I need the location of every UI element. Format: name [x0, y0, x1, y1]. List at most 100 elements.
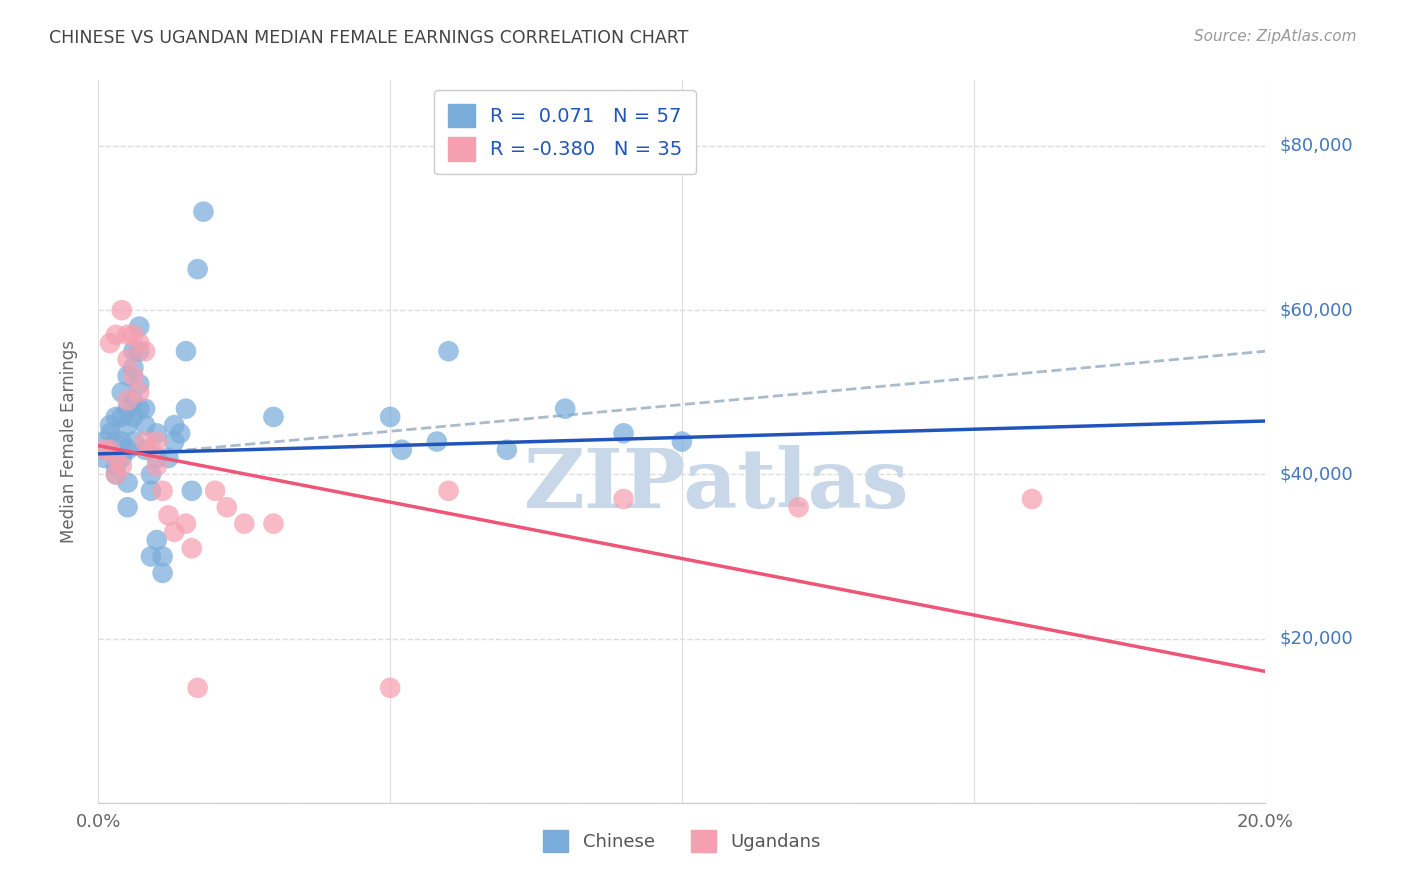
Point — [128, 401, 150, 416]
Point — [128, 377, 150, 392]
Point — [193, 204, 215, 219]
Point — [174, 344, 197, 359]
Point — [554, 401, 576, 416]
Point — [1021, 491, 1043, 506]
Point — [215, 500, 238, 515]
Text: Source: ZipAtlas.com: Source: ZipAtlas.com — [1194, 29, 1357, 45]
Point — [111, 409, 134, 424]
Point — [122, 393, 145, 408]
Point — [134, 434, 156, 449]
Point — [104, 434, 127, 449]
Point — [671, 434, 693, 449]
Point — [204, 483, 226, 498]
Point — [174, 401, 197, 416]
Point — [98, 442, 121, 457]
Point — [122, 344, 145, 359]
Point — [98, 426, 121, 441]
Point — [104, 459, 127, 474]
Point — [174, 516, 197, 531]
Point — [437, 344, 460, 359]
Point — [139, 467, 162, 482]
Point — [134, 442, 156, 457]
Point — [134, 401, 156, 416]
Point — [152, 483, 174, 498]
Point — [612, 491, 634, 506]
Point — [146, 533, 169, 547]
Point — [111, 434, 134, 449]
Text: $20,000: $20,000 — [1279, 630, 1353, 648]
Point — [163, 434, 186, 449]
Point — [146, 450, 169, 465]
Point — [437, 483, 460, 498]
Point — [233, 516, 256, 531]
Text: $60,000: $60,000 — [1279, 301, 1353, 319]
Point — [157, 508, 180, 523]
Point — [93, 450, 115, 465]
Point — [139, 549, 162, 564]
Text: ZIPatlas: ZIPatlas — [524, 445, 910, 524]
Text: CHINESE VS UGANDAN MEDIAN FEMALE EARNINGS CORRELATION CHART: CHINESE VS UGANDAN MEDIAN FEMALE EARNING… — [49, 29, 689, 47]
Point — [146, 459, 169, 474]
Point — [180, 541, 202, 556]
Point — [426, 434, 449, 449]
Point — [157, 450, 180, 465]
Point — [787, 500, 810, 515]
Point — [104, 450, 127, 465]
Point — [380, 409, 402, 424]
Point — [122, 360, 145, 375]
Point — [139, 442, 162, 457]
Point — [111, 450, 134, 465]
Point — [169, 426, 191, 441]
Point — [187, 681, 209, 695]
Point — [93, 434, 115, 449]
Point — [98, 336, 121, 351]
Point — [612, 426, 634, 441]
Point — [163, 418, 186, 433]
Point — [180, 483, 202, 498]
Point — [128, 336, 150, 351]
Point — [111, 303, 134, 318]
Point — [146, 434, 169, 449]
Point — [117, 352, 139, 367]
Point — [117, 500, 139, 515]
Point — [122, 327, 145, 342]
Y-axis label: Median Female Earnings: Median Female Earnings — [59, 340, 77, 543]
Point — [122, 434, 145, 449]
Point — [111, 385, 134, 400]
Point — [134, 418, 156, 433]
Point — [122, 409, 145, 424]
Point — [139, 483, 162, 498]
Point — [111, 459, 134, 474]
Point — [104, 467, 127, 482]
Point — [117, 327, 139, 342]
Point — [117, 401, 139, 416]
Text: $80,000: $80,000 — [1279, 137, 1353, 155]
Point — [93, 442, 115, 457]
Point — [152, 566, 174, 580]
Point — [122, 368, 145, 383]
Legend: Chinese, Ugandans: Chinese, Ugandans — [536, 822, 828, 859]
Point — [163, 524, 186, 539]
Point — [391, 442, 413, 457]
Text: $40,000: $40,000 — [1279, 466, 1353, 483]
Point — [117, 442, 139, 457]
Point — [117, 368, 139, 383]
Point — [104, 409, 127, 424]
Point — [117, 393, 139, 408]
Point — [262, 409, 284, 424]
Point — [98, 418, 121, 433]
Point — [117, 418, 139, 433]
Point — [496, 442, 519, 457]
Point — [98, 442, 121, 457]
Point — [152, 549, 174, 564]
Point — [146, 426, 169, 441]
Point — [128, 385, 150, 400]
Point — [380, 681, 402, 695]
Point — [262, 516, 284, 531]
Point — [128, 344, 150, 359]
Point — [104, 327, 127, 342]
Point — [187, 262, 209, 277]
Point — [128, 319, 150, 334]
Point — [134, 344, 156, 359]
Point — [104, 467, 127, 482]
